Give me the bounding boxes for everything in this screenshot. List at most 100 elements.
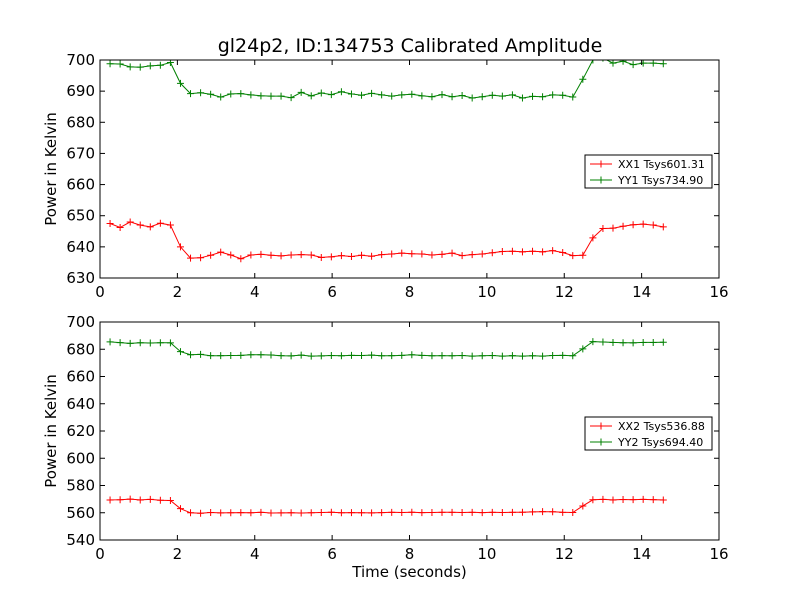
x-tick-label: 0: [95, 545, 105, 563]
data-point: [649, 338, 657, 346]
data-point: [619, 222, 627, 230]
data-point: [498, 248, 506, 256]
data-point: [498, 508, 506, 516]
data-point: [569, 508, 577, 516]
data-point: [337, 252, 345, 260]
series-1: [106, 60, 667, 102]
data-point: [358, 91, 366, 99]
data-point: [518, 508, 526, 516]
top-panel: 0 2 4 6 8 10 12 14 16 630 640 650 660 670 680 690 700 Pow…: [42, 51, 729, 301]
data-point: [307, 92, 315, 100]
data-point: [156, 61, 164, 69]
data-point: [549, 352, 557, 360]
data-point: [237, 509, 245, 517]
data-point: [176, 79, 184, 87]
series-0: [106, 218, 667, 263]
x-tick-label: 12: [555, 545, 574, 563]
legend: XX2 Tsys536.88 YY2 Tsys694.40: [584, 416, 713, 451]
data-point: [368, 252, 376, 260]
data-point: [418, 250, 426, 258]
legend-marker: [597, 176, 605, 184]
legend-item: XX2 Tsys536.88: [590, 420, 705, 433]
data-point: [207, 90, 215, 98]
data-point: [257, 508, 265, 516]
data-point: [227, 352, 235, 360]
data-point: [257, 92, 265, 100]
data-point: [126, 218, 134, 226]
data-point: [629, 221, 637, 229]
series-1: [106, 338, 667, 360]
data-point: [378, 352, 386, 360]
data-point: [277, 509, 285, 517]
data-point: [549, 247, 557, 255]
legend-marker: [597, 160, 605, 168]
data-point: [518, 94, 526, 102]
data-point: [559, 508, 567, 516]
legend-marker: [597, 422, 605, 430]
data-point: [488, 352, 496, 360]
data-point: [207, 251, 215, 259]
data-point: [297, 509, 305, 517]
data-point: [448, 508, 456, 516]
data-point: [559, 91, 567, 99]
data-point: [418, 92, 426, 100]
data-point: [639, 60, 647, 67]
data-point: [609, 224, 617, 232]
data-point: [227, 509, 235, 517]
data-point: [569, 352, 577, 360]
chart-title: gl24p2, ID:134753 Calibrated Amplitude: [218, 35, 603, 57]
data-point: [187, 351, 195, 359]
x-tick-label: 2: [173, 545, 183, 563]
y-tick-label: 600: [66, 449, 95, 467]
y-tick-label: 680: [66, 113, 95, 131]
y-tick-label: 650: [66, 207, 95, 225]
y-tick-label: 540: [66, 531, 95, 549]
data-point: [478, 250, 486, 258]
data-point: [317, 508, 325, 516]
data-point: [297, 351, 305, 359]
data-point: [237, 351, 245, 359]
data-point: [579, 251, 587, 259]
data-point: [237, 255, 245, 263]
data-point: [126, 63, 134, 71]
data-point: [156, 219, 164, 227]
data-point: [659, 60, 667, 68]
x-tick-label: 16: [709, 545, 728, 563]
data-point: [579, 75, 587, 83]
legend-item: XX1 Tsys601.31: [590, 158, 705, 171]
data-point: [438, 91, 446, 99]
data-point: [659, 223, 667, 231]
data-point: [408, 351, 416, 359]
data-point: [629, 339, 637, 347]
legend-label: XX2 Tsys536.88: [618, 420, 705, 433]
data-point: [629, 61, 637, 69]
data-point: [116, 224, 124, 232]
data-point: [337, 352, 345, 360]
data-point: [187, 90, 195, 98]
data-point: [106, 60, 114, 68]
data-point: [549, 91, 557, 99]
data-point: [156, 496, 164, 504]
legend-label: YY2 Tsys694.40: [617, 436, 703, 449]
data-point: [347, 253, 355, 261]
data-point: [438, 250, 446, 258]
data-point: [267, 509, 275, 517]
data-point: [166, 496, 174, 504]
data-point: [327, 352, 335, 360]
data-point: [529, 92, 537, 100]
data-point: [327, 253, 335, 261]
data-point: [317, 352, 325, 360]
data-point: [518, 248, 526, 256]
data-point: [508, 247, 516, 255]
data-point: [649, 221, 657, 229]
data-point: [468, 352, 476, 360]
data-point: [589, 60, 597, 64]
data-point: [146, 339, 154, 347]
data-point: [217, 248, 225, 256]
data-point: [307, 251, 315, 259]
data-point: [388, 508, 396, 516]
data-point: [267, 92, 275, 100]
x-tick-label: 6: [327, 545, 337, 563]
x-tick-label: 14: [632, 545, 651, 563]
data-point: [488, 508, 496, 516]
